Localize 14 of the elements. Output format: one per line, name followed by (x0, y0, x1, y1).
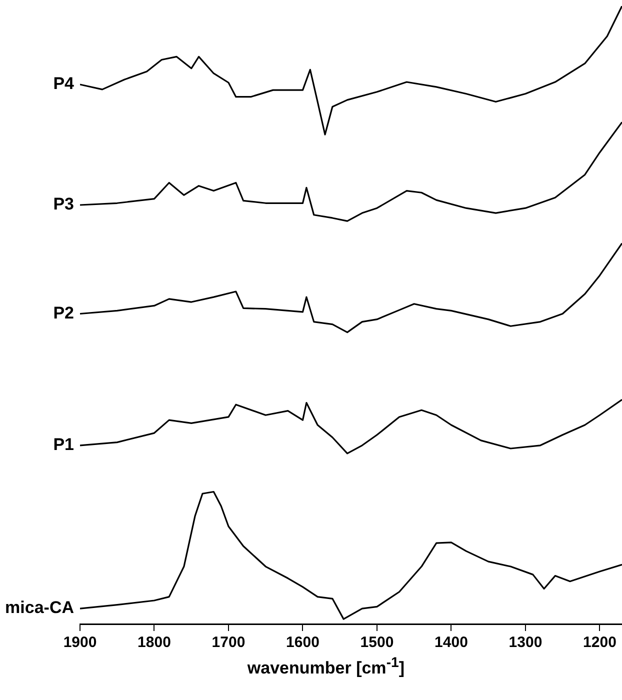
series-label: mica-CA (5, 598, 74, 618)
x-tick-label: 1200 (583, 634, 616, 652)
x-tick-label: 1400 (434, 634, 468, 652)
series-label: P1 (53, 435, 74, 454)
series-label: P3 (53, 194, 74, 214)
x-tick-label: 1500 (360, 634, 394, 652)
x-tick-label: 1700 (212, 634, 246, 652)
x-tick-label: 1600 (286, 634, 320, 652)
x-tick-label: 1800 (138, 634, 171, 652)
x-tick-label: 1300 (508, 634, 542, 652)
series-label: P2 (53, 303, 74, 322)
x-tick-label: 1900 (63, 634, 97, 652)
x-axis-title: wavenumber [cm$^{-1}$] (246, 655, 406, 679)
series-label: P4 (53, 74, 75, 94)
